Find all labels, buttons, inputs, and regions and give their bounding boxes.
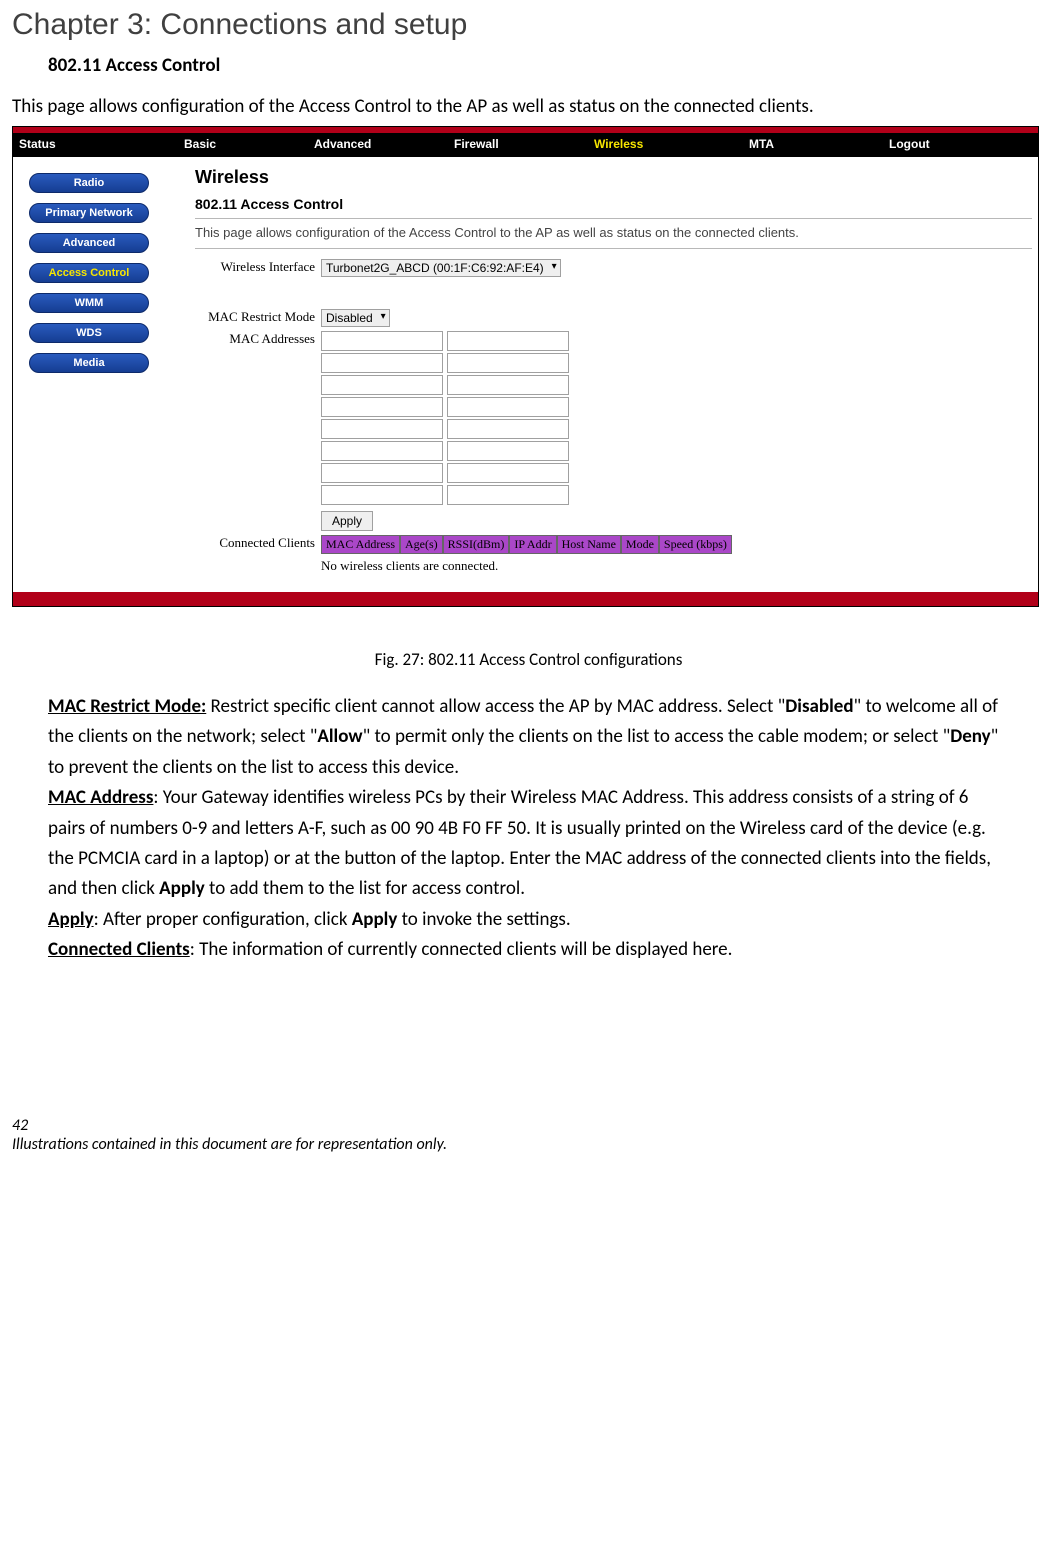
cc-header-cell: MAC Address — [321, 535, 400, 554]
mac-address-input[interactable] — [447, 353, 569, 373]
body-text: MAC Restrict Mode: Restrict specific cli… — [48, 692, 1009, 966]
section-title: 802.11 Access Control — [48, 54, 1045, 77]
mac-address-input[interactable] — [447, 485, 569, 505]
page-intro: This page allows configuration of the Ac… — [12, 95, 1045, 118]
mac-restrict-select[interactable]: Disabled — [321, 309, 390, 327]
mac-address-input[interactable] — [447, 375, 569, 395]
connected-clients-table: MAC AddressAge(s)RSSI(dBm)IP AddrHost Na… — [321, 535, 732, 554]
nav-item-basic[interactable]: Basic — [184, 137, 314, 151]
sidebar-item-wds[interactable]: WDS — [29, 323, 149, 343]
nav-item-wireless[interactable]: Wireless — [594, 137, 749, 151]
sidebar-item-primary-network[interactable]: Primary Network — [29, 203, 149, 223]
cc-header-cell: Speed (kbps) — [659, 535, 732, 554]
mac-address-input[interactable] — [447, 463, 569, 483]
screenshot-bottom-bar — [13, 592, 1038, 606]
connected-clients-row: Connected Clients MAC AddressAge(s)RSSI(… — [195, 535, 1032, 554]
sidebar-item-media[interactable]: Media — [29, 353, 149, 373]
term-apply: Apply — [48, 908, 94, 931]
mac-addresses-label: MAC Addresses — [195, 331, 321, 347]
figure-caption: Fig. 27: 802.11 Access Control configura… — [12, 649, 1045, 670]
mac-address-input[interactable] — [447, 419, 569, 439]
page-footer: 42 Illustrations contained in this docum… — [12, 1116, 1045, 1154]
mac-address-input[interactable] — [321, 441, 443, 461]
screenshot-frame: StatusBasicAdvancedFirewallWirelessMTALo… — [12, 126, 1039, 607]
nav-item-logout[interactable]: Logout — [889, 137, 989, 151]
mac-restrict-label: MAC Restrict Mode — [195, 309, 321, 325]
wireless-interface-label: Wireless Interface — [195, 259, 321, 275]
mac-address-input[interactable] — [447, 441, 569, 461]
mac-address-input[interactable] — [321, 463, 443, 483]
content-panel: Wireless 802.11 Access Control This page… — [189, 167, 1038, 586]
no-clients-text: No wireless clients are connected. — [321, 558, 1032, 574]
cc-header-cell: Mode — [621, 535, 659, 554]
page-number: 42 — [12, 1116, 1045, 1135]
nav-item-firewall[interactable]: Firewall — [454, 137, 594, 151]
apply-row: Apply — [195, 511, 1032, 531]
cc-header-cell: Age(s) — [400, 535, 443, 554]
mac-address-input[interactable] — [321, 419, 443, 439]
mac-address-input[interactable] — [321, 353, 443, 373]
cc-header-cell: Host Name — [557, 535, 621, 554]
panel-subheading: 802.11 Access Control — [195, 196, 1032, 219]
apply-button[interactable]: Apply — [321, 511, 373, 531]
nav-item-status[interactable]: Status — [19, 137, 184, 151]
panel-desc: This page allows configuration of the Ac… — [195, 225, 1032, 249]
sidebar-item-access-control[interactable]: Access Control — [29, 263, 149, 283]
connected-clients-label: Connected Clients — [195, 535, 321, 551]
mac-address-grid — [321, 331, 573, 507]
mac-address-input[interactable] — [447, 397, 569, 417]
term-connected-clients: Connected Clients — [48, 938, 190, 961]
mac-address-input[interactable] — [321, 331, 443, 351]
mac-restrict-row: MAC Restrict Mode Disabled — [195, 309, 1032, 327]
cc-header-cell: RSSI(dBm) — [443, 535, 510, 554]
mac-address-input[interactable] — [321, 397, 443, 417]
term-mac-restrict: MAC Restrict Mode: — [48, 695, 206, 718]
mac-address-input[interactable] — [321, 485, 443, 505]
nav-item-advanced[interactable]: Advanced — [314, 137, 454, 151]
mac-address-input[interactable] — [447, 331, 569, 351]
footer-note: Illustrations contained in this document… — [12, 1135, 1045, 1154]
chapter-title: Chapter 3: Connections and setup — [12, 8, 1045, 42]
term-mac-address: MAC Address — [48, 786, 153, 809]
sidebar-item-advanced[interactable]: Advanced — [29, 233, 149, 253]
mac-address-input[interactable] — [321, 375, 443, 395]
cc-header-cell: IP Addr — [509, 535, 556, 554]
wireless-interface-row: Wireless Interface Turbonet2G_ABCD (00:1… — [195, 259, 1032, 277]
sidebar-item-wmm[interactable]: WMM — [29, 293, 149, 313]
nav-item-mta[interactable]: MTA — [749, 137, 889, 151]
wireless-interface-select[interactable]: Turbonet2G_ABCD (00:1F:C6:92:AF:E4) — [321, 259, 561, 277]
sidebar-item-radio[interactable]: Radio — [29, 173, 149, 193]
mac-addresses-row: MAC Addresses — [195, 331, 1032, 507]
top-nav: StatusBasicAdvancedFirewallWirelessMTALo… — [13, 133, 1038, 157]
side-menu: Radio Primary Network Advanced Access Contr… — [13, 167, 189, 383]
panel-heading: Wireless — [195, 167, 1032, 188]
